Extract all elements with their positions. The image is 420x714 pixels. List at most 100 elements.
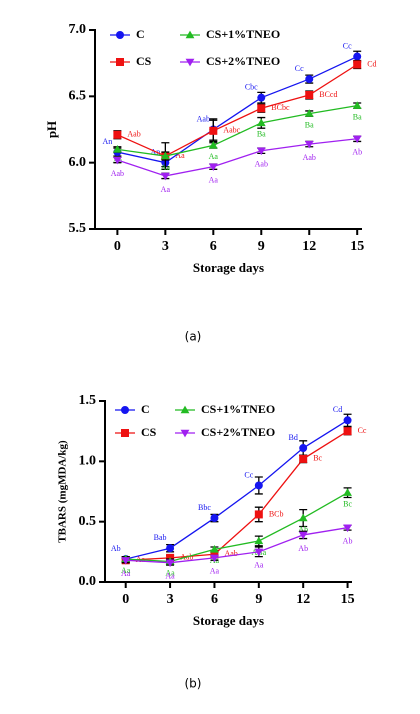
marker — [254, 481, 263, 490]
point-label: Cbc — [245, 82, 258, 91]
marker — [343, 524, 352, 533]
marker — [112, 156, 122, 165]
marker — [166, 544, 175, 553]
series-line — [117, 63, 358, 157]
point-label: Aa — [161, 185, 171, 194]
point-label: Aab — [111, 169, 124, 178]
series-line — [117, 104, 358, 157]
marker — [210, 550, 219, 559]
marker — [254, 548, 264, 557]
marker — [343, 488, 352, 496]
point-label: Ba — [305, 120, 314, 129]
y-tick-label: 6.5 — [69, 89, 87, 104]
marker — [298, 513, 308, 522]
x-tick-label: 12 — [302, 239, 316, 254]
point-label: BCbc — [271, 103, 290, 112]
legend-label: CS+2%TNEO — [206, 54, 280, 68]
y-tick-label: 6.0 — [69, 155, 87, 170]
marker — [352, 135, 362, 144]
marker — [121, 429, 129, 437]
x-tick-label: 9 — [258, 239, 265, 254]
point-label: Ab — [298, 525, 308, 534]
point-label: Cd — [333, 405, 342, 414]
marker — [299, 454, 308, 463]
point-label: Aab — [224, 549, 237, 558]
caption: (b) — [185, 677, 202, 691]
point-label: Aa — [165, 572, 175, 581]
x-tick-label: 3 — [167, 592, 174, 607]
marker — [257, 104, 266, 113]
x-tick-label: 15 — [350, 239, 364, 254]
legend-label: CS+1%TNEO — [201, 402, 275, 416]
y-tick-label: 1.0 — [79, 454, 97, 469]
legend-label: CS+1%TNEO — [206, 27, 280, 41]
x-axis-title: Storage days — [193, 260, 264, 275]
legend-label: C — [141, 402, 150, 416]
x-axis-title: Storage days — [193, 613, 264, 628]
point-label: Bd — [289, 433, 298, 442]
point-label: Aa — [121, 566, 131, 575]
point-label: Aa — [209, 152, 219, 161]
point-label: Aa — [254, 561, 264, 570]
legend-label: CS+2%TNEO — [201, 425, 275, 439]
point-label: BCb — [269, 509, 284, 518]
point-label: An — [102, 137, 112, 146]
legend-label: C — [136, 27, 145, 41]
marker — [353, 60, 362, 69]
point-label: Aa — [209, 175, 219, 184]
point-label: Cc — [358, 426, 367, 435]
series-line — [125, 527, 348, 564]
point-label: BCcd — [319, 90, 337, 99]
point-label: Ab — [111, 544, 121, 553]
x-tick-label: 15 — [341, 592, 355, 607]
marker — [298, 531, 308, 540]
marker — [257, 93, 266, 102]
marker — [180, 405, 190, 414]
legend-label: CS — [141, 425, 157, 439]
series-line — [125, 430, 348, 561]
marker — [343, 416, 352, 425]
marker — [305, 75, 314, 84]
point-label: Aa — [210, 567, 220, 576]
marker — [353, 52, 362, 61]
marker — [121, 406, 129, 414]
point-label: Cc — [295, 64, 304, 73]
point-label: Aa — [161, 163, 171, 172]
x-tick-label: 0 — [114, 239, 121, 254]
marker — [299, 444, 308, 453]
marker — [254, 536, 264, 545]
legend-label: CS — [136, 54, 152, 68]
marker — [254, 510, 263, 519]
marker — [165, 559, 175, 568]
series-line — [117, 138, 358, 177]
y-tick-label: 0.5 — [79, 514, 97, 529]
point-label: Ba — [257, 130, 266, 139]
y-tick-label: 7.0 — [69, 22, 87, 37]
y-tick-label: 0.0 — [79, 574, 97, 589]
point-label: Ab — [352, 148, 362, 157]
point-label: Cc — [244, 470, 253, 479]
y-tick-label: 5.5 — [69, 221, 87, 236]
y-axis-title: TBARS (mgMDA/kg) — [57, 440, 69, 543]
point-label: Aab — [303, 153, 316, 162]
point-label: Aa — [175, 151, 185, 160]
point-label: Bc — [313, 454, 322, 463]
series-line — [125, 419, 348, 560]
marker — [256, 118, 266, 127]
marker — [208, 163, 218, 172]
marker — [112, 145, 122, 153]
marker — [210, 545, 219, 553]
marker — [304, 109, 314, 117]
x-tick-label: 6 — [211, 592, 218, 607]
marker — [185, 30, 195, 39]
point-label: Aab — [197, 114, 210, 123]
marker — [210, 514, 219, 523]
marker — [305, 91, 314, 100]
y-tick-label: 1.5 — [79, 393, 97, 408]
marker — [343, 427, 352, 436]
series-line — [125, 492, 348, 563]
point-label: Ab — [343, 537, 353, 546]
point-label: Cc — [343, 41, 352, 50]
marker — [304, 140, 314, 149]
